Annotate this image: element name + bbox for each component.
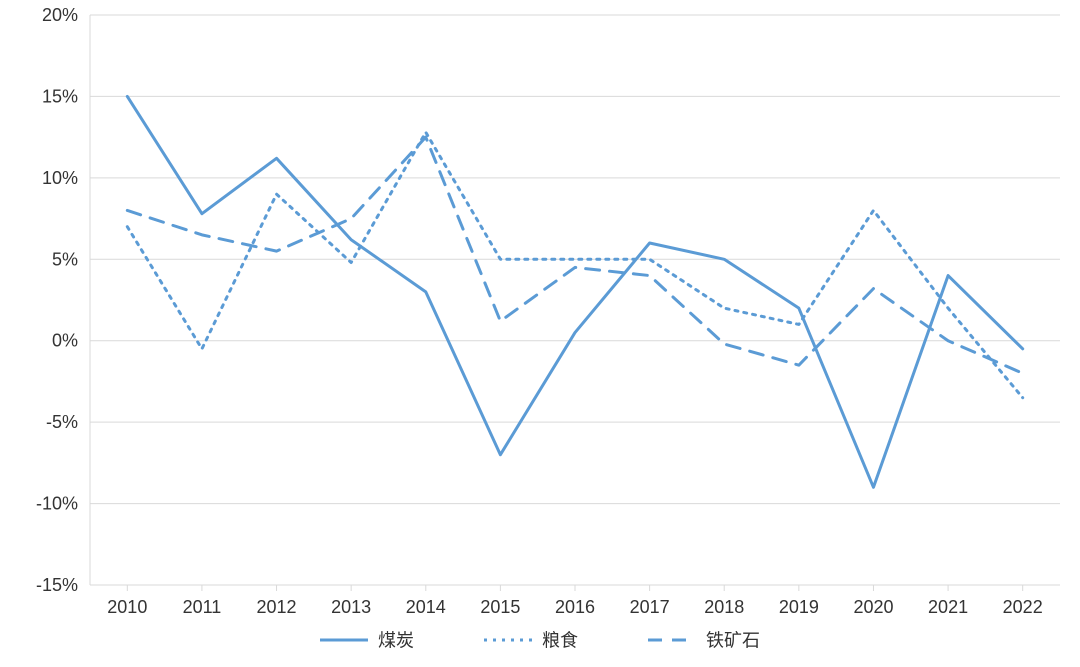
x-tick-label: 2020 [853,597,893,617]
x-tick-label: 2015 [480,597,520,617]
x-tick-label: 2019 [779,597,819,617]
x-tick-label: 2022 [1003,597,1043,617]
line-chart: -15% -10% -5% 0% 5% 10% 15% 20% 2010 2011 2012 2013… [0,0,1080,667]
y-tick-label: -15% [36,575,78,595]
series-line-0 [127,96,1022,487]
x-tick-label: 2010 [107,597,147,617]
y-tick-label: 10% [42,168,78,188]
y-tick-label: -10% [36,494,78,514]
x-tick-label: 2017 [630,597,670,617]
y-tick-label: 15% [42,86,78,106]
x-tick-label: 2012 [257,597,297,617]
y-tick-label: 20% [42,5,78,25]
series-line-2 [127,137,1022,373]
x-tick-label: 2011 [183,597,222,617]
x-tick-label: 2013 [331,597,371,617]
y-tick-label: -5% [46,412,78,432]
x-tick-label: 2016 [555,597,595,617]
legend-label: 煤炭 [378,630,414,650]
y-tick-label: 0% [52,331,78,351]
y-tick-label: 5% [52,249,78,269]
legend-label: 铁矿石 [706,630,760,650]
x-tick-label: 2021 [928,597,968,617]
x-tick-label: 2014 [406,597,446,617]
series-line-1 [127,132,1022,397]
x-tick-label: 2018 [704,597,744,617]
chart-svg: -15% -10% -5% 0% 5% 10% 15% 20% 2010 2011 2012 2013… [0,0,1080,667]
legend-label: 粮食 [542,630,578,650]
